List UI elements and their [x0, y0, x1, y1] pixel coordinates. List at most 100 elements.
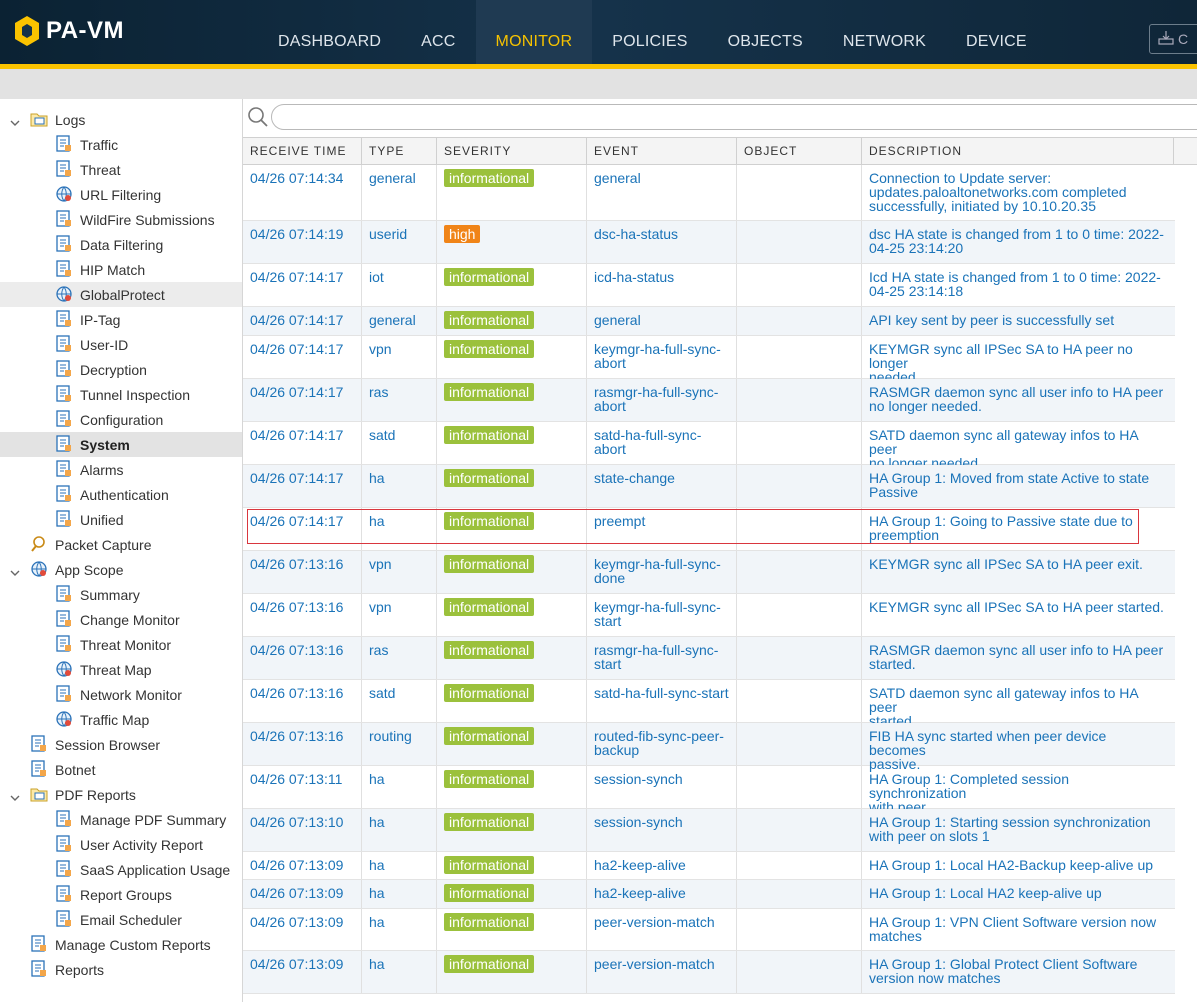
description-text[interactable]: preemption	[869, 527, 940, 543]
type-text[interactable]: ha	[369, 470, 385, 486]
severity-badge[interactable]: high	[444, 225, 481, 243]
table-row[interactable]: 04/26 07:13:16 vpn informational keymgr-ha-…	[243, 551, 1175, 594]
event-text[interactable]: ha2-keep-alive	[594, 885, 686, 901]
table-row[interactable]: 04/26 07:13:16 vpn informational keymgr-ha-…	[243, 594, 1175, 637]
event-text[interactable]: abort	[594, 441, 626, 457]
description-text[interactable]: RASMGR daemon sync all user info to HA p…	[869, 642, 1164, 658]
nav-tab-device[interactable]: DEVICE	[966, 33, 1027, 50]
nav-tab-policies[interactable]: POLICIES	[612, 33, 688, 50]
event-text[interactable]: done	[594, 570, 626, 586]
nav-tab-dashboard[interactable]: DASHBOARD	[278, 33, 382, 50]
sidebar-item-saas-application-usage[interactable]: SaaS Application Usage	[0, 857, 242, 882]
type-text[interactable]: ras	[369, 384, 389, 400]
table-row[interactable]: 04/26 07:14:17 vpn informational keymgr-ha-…	[243, 336, 1175, 384]
receive-time-link[interactable]: 04/26 07:13:09	[250, 914, 344, 930]
sidebar-item-globalprotect[interactable]: GlobalProtect	[0, 282, 242, 307]
nav-tab-objects[interactable]: OBJECTS	[727, 33, 803, 50]
description-text[interactable]: HA Group 1: Local HA2 keep-alive up	[869, 885, 1102, 901]
description-text[interactable]: KEYMGR sync all IPSec SA to HA peer star…	[869, 599, 1164, 615]
sidebar-item-alarms[interactable]: Alarms	[0, 457, 242, 482]
cell-receive-time[interactable]: 04/26 07:14:34	[243, 165, 362, 220]
sidebar-item-manage-custom-reports[interactable]: Manage Custom Reports	[0, 932, 242, 957]
nav-tab-acc[interactable]: ACC	[421, 33, 456, 50]
sidebar-item-system[interactable]: System	[0, 432, 242, 457]
description-text[interactable]: started.	[869, 656, 916, 672]
sidebar-item-unified[interactable]: Unified	[0, 507, 242, 532]
sidebar-item-authentication[interactable]: Authentication	[0, 482, 242, 507]
table-row[interactable]: 04/26 07:14:17 satd informational satd-ha-f…	[243, 422, 1175, 470]
description-text[interactable]: HA Group 1: Local HA2-Backup keep-alive …	[869, 857, 1154, 873]
description-text[interactable]: passive.	[869, 756, 921, 772]
event-text[interactable]: session-synch	[594, 814, 683, 830]
type-text[interactable]: satd	[369, 427, 396, 443]
nav-tab-network[interactable]: NETWORK	[842, 33, 927, 50]
cell-receive-time[interactable]: 04/26 07:14:17	[243, 336, 362, 378]
event-text[interactable]: state-change	[594, 470, 675, 486]
sidebar-item-packet-capture[interactable]: Packet Capture	[0, 532, 242, 557]
cell-receive-time[interactable]: 04/26 07:13:09	[243, 880, 362, 908]
type-text[interactable]: general	[369, 312, 416, 328]
severity-badge[interactable]: informational	[444, 955, 535, 973]
event-text[interactable]: rasmgr-ha-full-sync-	[594, 642, 719, 658]
type-text[interactable]: ha	[369, 857, 385, 873]
cell-receive-time[interactable]: 04/26 07:14:17	[243, 264, 362, 306]
sidebar-item-threat[interactable]: Threat	[0, 157, 242, 182]
cell-receive-time[interactable]: 04/26 07:14:17	[243, 379, 362, 421]
cell-receive-time[interactable]: 04/26 07:13:09	[243, 951, 362, 993]
table-row[interactable]: 04/26 07:14:17 ha informational state-chang…	[243, 465, 1175, 508]
receive-time-link[interactable]: 04/26 07:13:09	[250, 885, 344, 901]
description-text[interactable]: dsc HA state is changed from 1 to 0 time…	[869, 226, 1164, 242]
cell-receive-time[interactable]: 04/26 07:14:17	[243, 508, 362, 550]
receive-time-link[interactable]: 04/26 07:13:16	[250, 642, 344, 658]
receive-time-link[interactable]: 04/26 07:14:17	[250, 341, 344, 357]
description-text[interactable]: successfully, initiated by 10.10.20.35	[869, 198, 1096, 214]
type-text[interactable]: ha	[369, 885, 385, 901]
severity-badge[interactable]: informational	[444, 268, 535, 286]
receive-time-link[interactable]: 04/26 07:13:09	[250, 857, 344, 873]
description-text[interactable]: HA Group 1: Global Protect Client Softwa…	[869, 956, 1138, 972]
column-header-event[interactable]: EVENT	[587, 138, 737, 165]
receive-time-link[interactable]: 04/26 07:14:34	[250, 170, 344, 186]
cell-receive-time[interactable]: 04/26 07:13:16	[243, 551, 362, 593]
column-header-receive-time[interactable]: RECEIVE TIME	[243, 138, 362, 165]
type-text[interactable]: vpn	[369, 341, 392, 357]
table-row[interactable]: 04/26 07:14:17 iot informational icd-ha-sta…	[243, 264, 1175, 307]
sidebar-item-wildfire-submissions[interactable]: WildFire Submissions	[0, 207, 242, 232]
event-text[interactable]: general	[594, 312, 641, 328]
cell-receive-time[interactable]: 04/26 07:13:09	[243, 852, 362, 879]
sidebar-item-session-browser[interactable]: Session Browser	[0, 732, 242, 757]
description-text[interactable]: 04-25 23:14:18	[869, 283, 964, 299]
event-text[interactable]: keymgr-ha-full-sync-	[594, 341, 721, 357]
sidebar-item-url-filtering[interactable]: URL Filtering	[0, 182, 242, 207]
description-text[interactable]: API key sent by peer is successfully set	[869, 312, 1115, 328]
sidebar-item-botnet[interactable]: Botnet	[0, 757, 242, 782]
description-text[interactable]: SATD daemon sync all gateway infos to HA…	[869, 427, 1138, 457]
description-text[interactable]: matches	[869, 928, 922, 944]
cell-receive-time[interactable]: 04/26 07:14:17	[243, 422, 362, 464]
cell-receive-time[interactable]: 04/26 07:14:17	[243, 465, 362, 507]
event-text[interactable]: backup	[594, 742, 640, 758]
cell-receive-time[interactable]: 04/26 07:13:16	[243, 637, 362, 679]
severity-badge[interactable]: informational	[444, 813, 535, 831]
sidebar-item-reports[interactable]: Reports	[0, 957, 242, 982]
description-text[interactable]: HA Group 1: Starting session synchroniza…	[869, 814, 1151, 830]
cell-receive-time[interactable]: 04/26 07:13:11	[243, 766, 362, 808]
receive-time-link[interactable]: 04/26 07:13:16	[250, 556, 344, 572]
sidebar-item-email-scheduler[interactable]: Email Scheduler	[0, 907, 242, 932]
description-text[interactable]: HA Group 1: Completed session synchroniz…	[869, 771, 1069, 801]
cell-receive-time[interactable]: 04/26 07:13:16	[243, 723, 362, 765]
sidebar-item-user-id[interactable]: User-ID	[0, 332, 242, 357]
severity-badge[interactable]: informational	[444, 770, 535, 788]
event-text[interactable]: general	[594, 170, 641, 186]
type-text[interactable]: iot	[369, 269, 384, 285]
description-text[interactable]: HA Group 1: VPN Client Software version …	[869, 914, 1157, 930]
severity-badge[interactable]: informational	[444, 555, 535, 573]
severity-badge[interactable]: informational	[444, 169, 535, 187]
severity-badge[interactable]: informational	[444, 913, 535, 931]
sidebar-item-logs[interactable]: Logs	[0, 107, 242, 132]
sidebar-item-data-filtering[interactable]: Data Filtering	[0, 232, 242, 257]
type-text[interactable]: vpn	[369, 599, 392, 615]
receive-time-link[interactable]: 04/26 07:13:16	[250, 685, 344, 701]
sidebar-item-threat-map[interactable]: Threat Map	[0, 657, 242, 682]
event-text[interactable]: start	[594, 656, 622, 672]
